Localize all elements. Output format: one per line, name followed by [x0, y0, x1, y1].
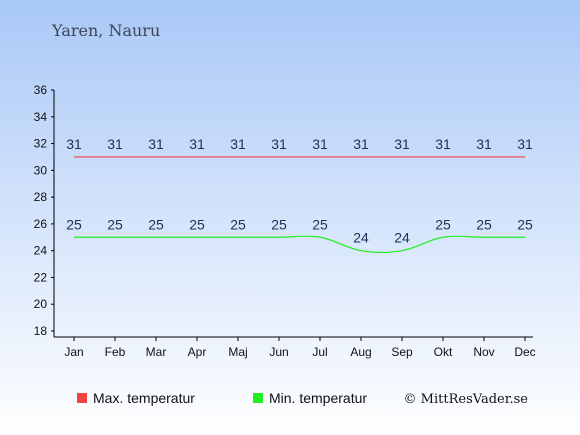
x-tick-label: Feb — [105, 345, 126, 359]
y-tick-label: 30 — [34, 163, 48, 177]
y-tick-label: 22 — [34, 270, 48, 284]
legend-min-label: Min. temperatur — [269, 390, 367, 406]
min-data-label: 25 — [148, 216, 164, 232]
max-data-label: 31 — [517, 136, 533, 152]
place-title: Yaren, Nauru — [51, 21, 160, 40]
min-data-label: 25 — [66, 216, 82, 232]
x-tick-label: Jun — [269, 345, 288, 359]
x-tick-label: Nov — [473, 345, 494, 359]
x-tick-label: Sep — [391, 345, 413, 359]
x-tick-label: Mar — [146, 345, 167, 359]
min-data-label: 25 — [435, 216, 451, 232]
y-tick-label: 32 — [34, 137, 48, 151]
x-tick-label: Apr — [188, 345, 207, 359]
data-labels: 31 31 31 31 31 31 31 31 31 31 31 31 25 25 25 25 25 25 25 24… — [66, 136, 533, 246]
x-tick-label: Dec — [514, 345, 535, 359]
max-data-label: 31 — [353, 136, 369, 152]
x-tick-label: Jul — [312, 345, 327, 359]
max-data-label: 31 — [435, 136, 451, 152]
min-data-label: 25 — [107, 216, 123, 232]
min-data-label: 24 — [394, 230, 410, 246]
credit-text: © MittResVader.se — [404, 392, 529, 407]
max-data-label: 31 — [312, 136, 328, 152]
min-data-label: 25 — [517, 216, 533, 232]
y-tick-label: 18 — [34, 324, 48, 338]
max-data-label: 31 — [230, 136, 246, 152]
min-data-label: 25 — [312, 216, 328, 232]
legend: Max. temperatur Min. temperatur — [77, 390, 367, 406]
x-tick-label: Aug — [350, 345, 371, 359]
min-temp-line — [73, 235, 525, 254]
min-data-label: 24 — [353, 230, 369, 246]
min-data-label: 25 — [271, 216, 287, 232]
x-tick-label: Okt — [434, 345, 453, 359]
max-data-label: 31 — [271, 136, 287, 152]
y-tick-label: 24 — [34, 244, 48, 258]
y-tick-label: 26 — [34, 217, 48, 231]
min-data-label: 25 — [476, 216, 492, 232]
max-data-label: 31 — [66, 136, 82, 152]
legend-max-swatch — [77, 393, 87, 403]
min-data-label: 25 — [230, 216, 246, 232]
max-data-label: 31 — [148, 136, 164, 152]
axes: 18 20 22 24 26 28 30 32 34 36 Jan Feb Mar Apr Maj Jun Ju… — [34, 83, 536, 359]
max-data-label: 31 — [107, 136, 123, 152]
max-data-label: 31 — [476, 136, 492, 152]
max-data-label: 31 — [394, 136, 410, 152]
series-layer — [73, 156, 525, 254]
legend-min-swatch — [253, 393, 263, 403]
x-tick-label: Jan — [64, 345, 83, 359]
y-tick-label: 34 — [34, 110, 48, 124]
y-tick-label: 20 — [34, 297, 48, 311]
y-tick-label: 28 — [34, 190, 48, 204]
max-data-label: 31 — [189, 136, 205, 152]
min-data-label: 25 — [189, 216, 205, 232]
legend-max-label: Max. temperatur — [93, 390, 195, 406]
y-tick-label: 36 — [34, 83, 48, 97]
x-tick-label: Maj — [228, 345, 247, 359]
